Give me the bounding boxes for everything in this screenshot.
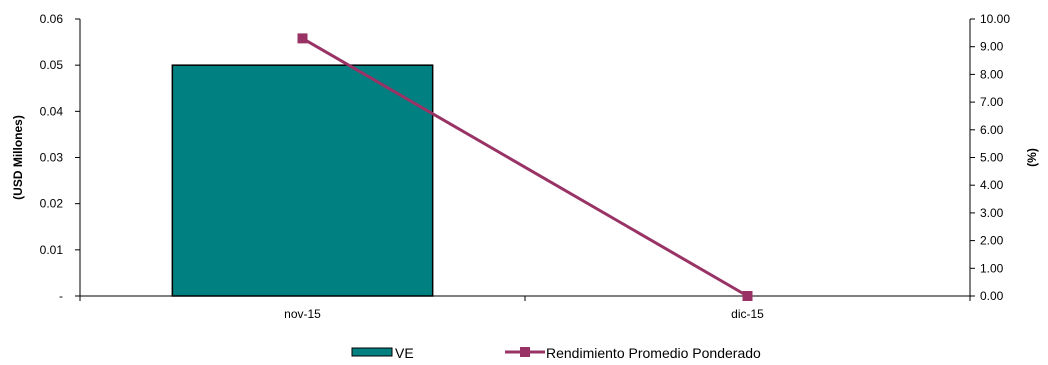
chart-labels: - 0.01 0.02 0.03 0.04 0.05 0.06 0.00 1.00 2.00 3.0… [11, 12, 1039, 321]
chart-lines [297, 33, 753, 301]
left-tick-label: 0.06 [40, 12, 64, 26]
y-left-axis-title: (USD Millones) [11, 115, 25, 200]
line-point-marker [297, 33, 308, 44]
x-tick-label: nov-15 [284, 307, 321, 321]
right-tick-label: 0.00 [980, 289, 1004, 303]
line-point-marker [742, 291, 753, 301]
left-tick-label: 0.01 [40, 243, 64, 257]
y-right-axis-title: (%) [1025, 148, 1039, 167]
chart-bars [171, 64, 434, 297]
x-tick-label: dic-15 [731, 307, 764, 321]
right-tick-label: 2.00 [980, 234, 1004, 248]
right-tick-label: 8.00 [980, 67, 1004, 81]
right-tick-label: 7.00 [980, 95, 1004, 109]
line-series [301, 37, 749, 298]
chart-legend: VE Rendimiento Promedio Ponderado [351, 345, 761, 361]
legend-label-line: Rendimiento Promedio Ponderado [546, 345, 761, 361]
right-tick-label: 3.00 [980, 206, 1004, 220]
right-tick-label: 9.00 [980, 40, 1004, 54]
right-tick-label: 5.00 [980, 151, 1004, 165]
bar-ve [171, 64, 434, 297]
left-tick-label: - [59, 289, 63, 303]
legend-swatch-marker [520, 347, 530, 357]
right-tick-label: 1.00 [980, 261, 1004, 275]
right-tick-label: 6.00 [980, 123, 1004, 137]
right-tick-label: 4.00 [980, 178, 1004, 192]
left-tick-label: 0.03 [40, 151, 64, 165]
legend-swatch-bar [351, 347, 393, 357]
legend-label-bar: VE [395, 345, 414, 361]
left-tick-label: 0.02 [40, 197, 64, 211]
right-tick-label: 10.00 [980, 12, 1010, 26]
left-tick-label: 0.04 [40, 104, 64, 118]
left-tick-label: 0.05 [40, 58, 64, 72]
